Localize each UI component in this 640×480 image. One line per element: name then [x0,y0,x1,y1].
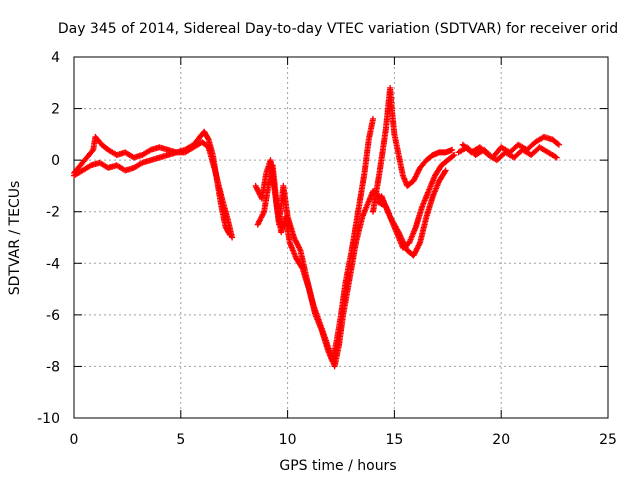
y-tick-label: 0 [51,153,60,169]
series-trace-e [370,84,456,215]
axis-ticks: 0 5 10 15 20 25 -10 -8 -6 -4 -2 0 2 4 [37,50,617,448]
y-axis-label: SDTVAR / TECUs [7,181,23,296]
series-trace-i [459,141,560,164]
data-point-markers [254,115,376,365]
grid [74,57,608,418]
y-tick-label: -2 [46,205,60,221]
plot-frame [73,56,609,419]
x-tick-label: 20 [492,432,510,448]
y-tick-label: 2 [51,102,60,118]
y-tick-label: -8 [46,359,60,375]
x-tick-label: 25 [599,432,617,448]
data-point-markers [71,139,236,241]
series-trace-d [254,115,376,365]
series-trace-g [378,167,449,259]
x-tick-label: 15 [385,432,403,448]
series-trace-b [71,139,236,241]
y-tick-label: 4 [51,50,60,66]
x-tick-label: 0 [70,432,79,448]
data-point-markers [459,141,560,164]
data-point-markers [370,84,456,215]
y-tick-label: -10 [37,411,60,427]
data-point-markers [374,152,458,251]
y-tick-label: -4 [46,256,60,272]
series-trace-f [374,152,458,251]
x-tick-label: 10 [279,432,297,448]
x-tick-label: 5 [176,432,185,448]
x-axis-label: GPS time / hours [279,458,396,474]
y-tick-label: -6 [46,308,60,324]
data-marks [71,84,562,370]
data-point-markers [378,167,449,259]
chart-title: Day 345 of 2014, Sidereal Day-to-day VTE… [58,21,618,37]
